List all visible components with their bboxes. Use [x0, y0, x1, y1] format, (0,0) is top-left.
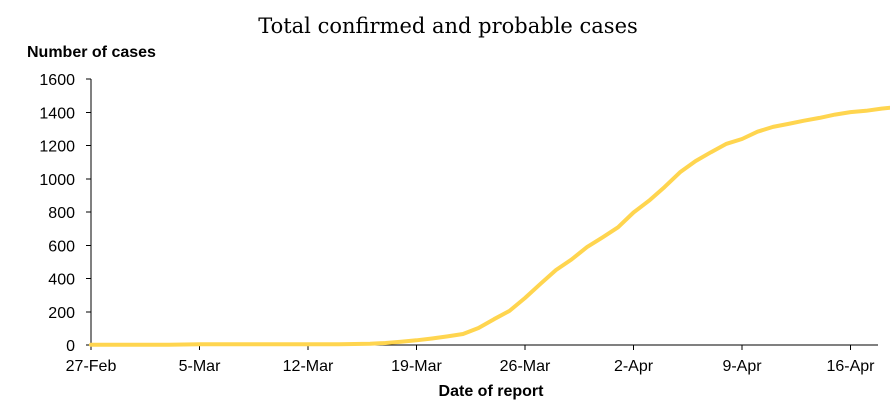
y-tick-label: 1000 — [39, 172, 75, 189]
y-tick-label: 0 — [66, 338, 75, 355]
x-axis-ticks: 27-Feb 5-Mar 12-Mar 19-Mar 26-Mar 2-Apr 9-Apr 1… — [66, 345, 875, 375]
series-group — [89, 105, 890, 347]
x-tick-label: 5-Mar — [179, 358, 221, 375]
x-tick-label: 2-Apr — [614, 358, 654, 375]
x-tick-label: 26-Mar — [500, 358, 551, 375]
x-tick-label: 12-Mar — [283, 358, 334, 375]
y-tick-label: 1200 — [39, 139, 75, 156]
y-tick-label: 200 — [48, 305, 75, 322]
y-axis-label: Number of cases — [27, 44, 156, 61]
y-tick-label: 800 — [48, 205, 75, 222]
x-tick-label: 27-Feb — [66, 358, 117, 375]
y-tick-label: 1600 — [39, 72, 75, 89]
x-tick-label: 19-Mar — [391, 358, 442, 375]
x-axis-label: Date of report — [439, 383, 545, 400]
y-tick-label: 1400 — [39, 105, 75, 122]
y-tick-label: 600 — [48, 238, 75, 255]
chart-title: Total confirmed and probable cases — [258, 14, 638, 38]
y-axis-ticks: 0 200 400 600 800 1000 1200 1400 1600 — [39, 72, 91, 355]
series-line-0 — [89, 105, 890, 347]
y-tick-label: 400 — [48, 272, 75, 289]
x-tick-label: 9-Apr — [722, 358, 762, 375]
x-tick-label: 16-Apr — [826, 358, 875, 375]
